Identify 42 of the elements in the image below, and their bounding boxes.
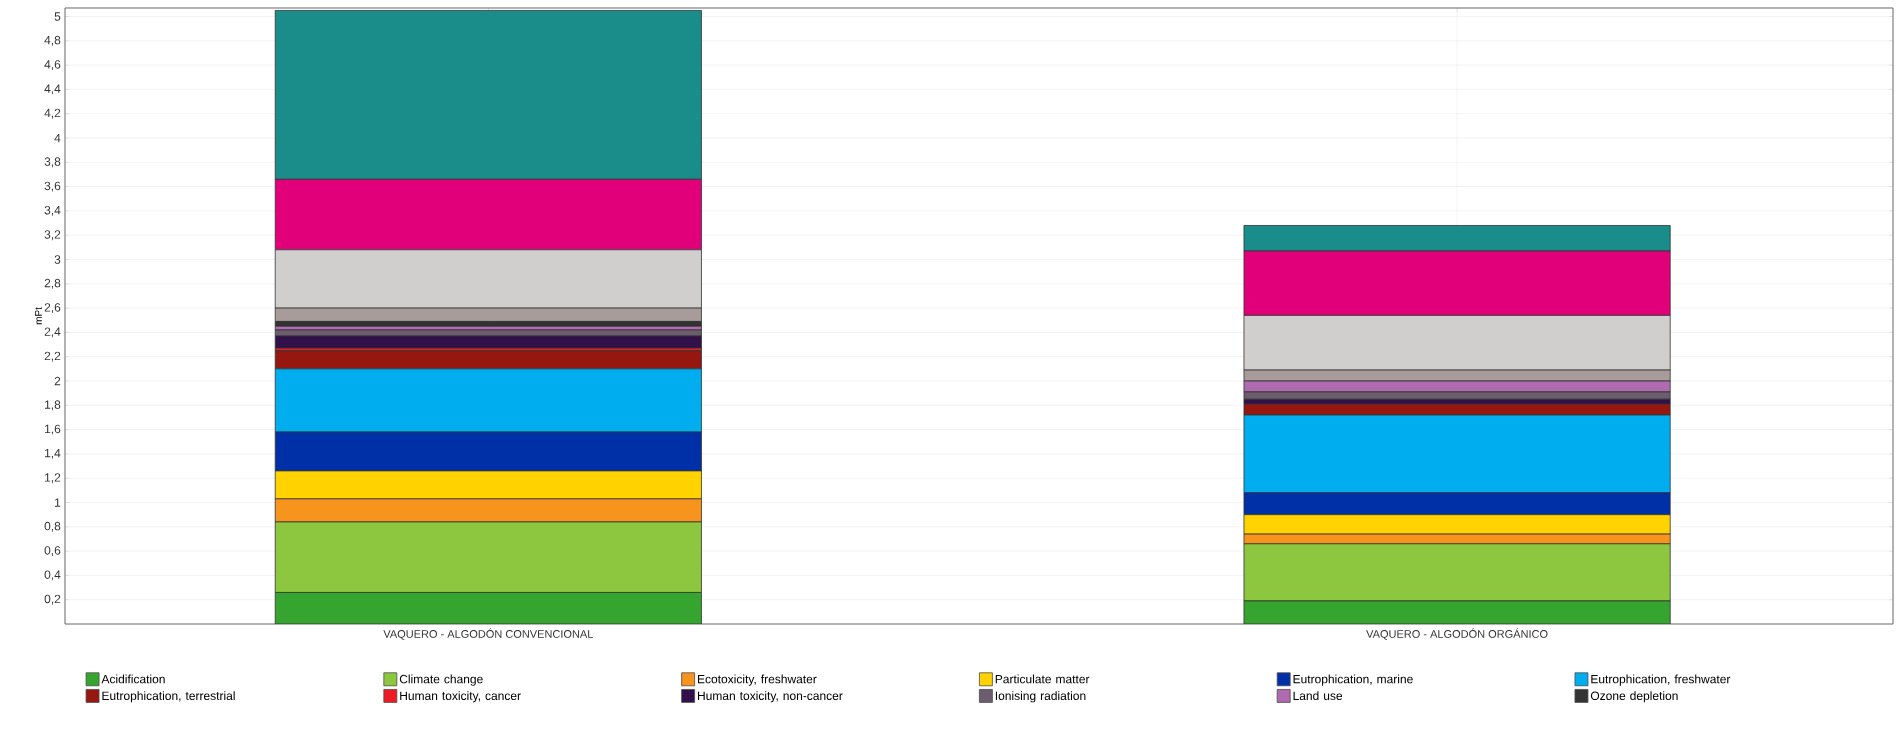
y-tick-label: 2,6	[44, 303, 61, 314]
y-tick-label: 1,4	[45, 449, 61, 459]
y-tick-label: 1,8	[45, 400, 61, 411]
y-tick-label: 1,6	[45, 424, 61, 435]
y-axis-title: mPt	[34, 307, 42, 325]
bar	[1243, 600, 1671, 624]
legend-label: Eutrophication, terrestrial	[102, 691, 235, 703]
x-tick-label: VAQUERO - ALGODÓN ORGÁNICO	[1366, 628, 1548, 640]
y-tick-label: 0,4	[44, 570, 61, 581]
legend-label: Land use	[1293, 691, 1343, 700]
y-tick-label: 4,4	[44, 84, 61, 95]
y-tick-label: 0,6	[44, 546, 61, 557]
y-tick-label: 4,6	[44, 60, 61, 71]
bar	[274, 592, 702, 624]
y-tick-label: 5	[54, 12, 61, 21]
y-tick-label: 4,2	[44, 108, 61, 119]
y-tick-label: 1	[55, 498, 61, 507]
legend-label: Acidification	[101, 674, 165, 684]
legend-label: Particulate matter	[995, 674, 1090, 684]
y-tick-label: 3	[54, 255, 61, 264]
legend-label: Human toxicity, cancer	[400, 691, 521, 703]
legend-label: Ecotoxicity, freshwater	[697, 674, 817, 686]
legend-label: Climate change	[399, 674, 483, 686]
legend-label: Ozone depletion	[1590, 691, 1678, 703]
y-tick-label: 2	[54, 376, 61, 386]
legend-label: Ionising radiation	[995, 691, 1086, 703]
y-tick-label: 4,8	[44, 35, 61, 46]
y-tick-label: 3,2	[44, 230, 61, 241]
y-tick-label: 3,4	[44, 205, 61, 216]
legend-label: Eutrophication, marine	[1293, 674, 1413, 686]
y-tick-label: 2,2	[44, 351, 61, 362]
y-tick-label: 2,4	[44, 327, 61, 338]
legend-label: Eutrophication, freshwater	[1591, 674, 1731, 686]
y-tick-label: 3,6	[44, 181, 61, 192]
legend-label: Human toxicity, non-cancer	[697, 691, 843, 703]
y-tick-label: 1,2	[45, 473, 61, 484]
y-tick-label: 3,8	[44, 157, 61, 168]
y-tick-label: 0,2	[44, 594, 61, 605]
y-tick-label: 4	[54, 133, 61, 143]
y-tick-label: 0,8	[44, 521, 61, 532]
y-tick-label: 2,8	[44, 278, 61, 289]
x-tick-label: VAQUERO - ALGODÓN CONVENCIONAL	[383, 628, 593, 640]
